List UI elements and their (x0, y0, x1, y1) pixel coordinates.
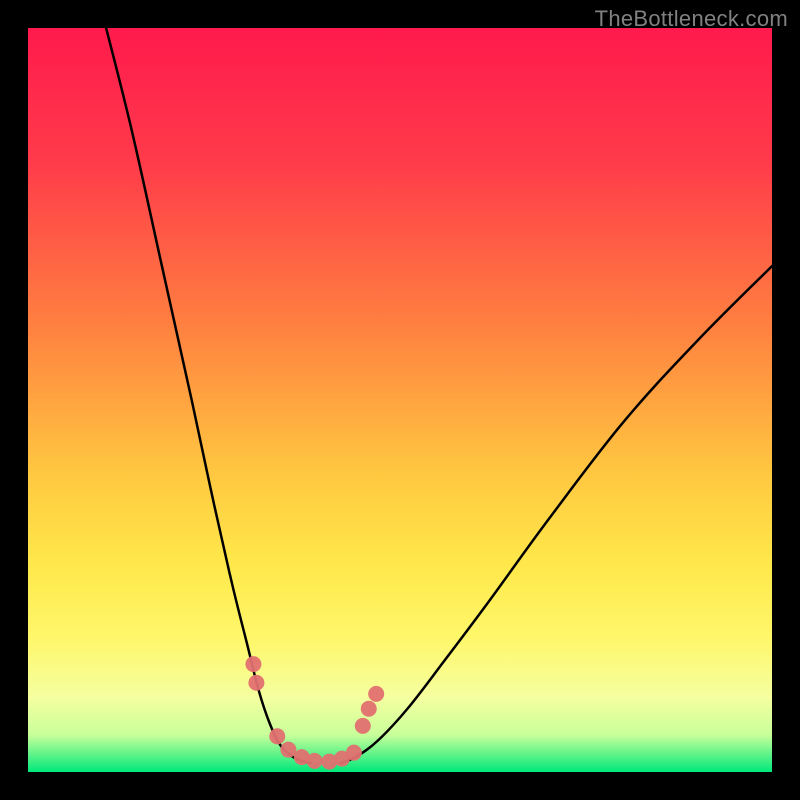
curve-svg (28, 28, 772, 772)
scatter-point (280, 742, 296, 758)
scatter-point (269, 728, 285, 744)
scatter-point (248, 675, 264, 691)
scatter-point (361, 701, 377, 717)
plot-gradient-area (28, 28, 772, 772)
curve-left (106, 28, 311, 763)
curve-right (340, 266, 772, 763)
watermark-text: TheBottleneck.com (595, 6, 788, 32)
scatter-point (368, 686, 384, 702)
scatter-point (346, 745, 362, 761)
scatter-point (355, 718, 371, 734)
scatter-point (245, 656, 261, 672)
scatter-point (306, 753, 322, 769)
